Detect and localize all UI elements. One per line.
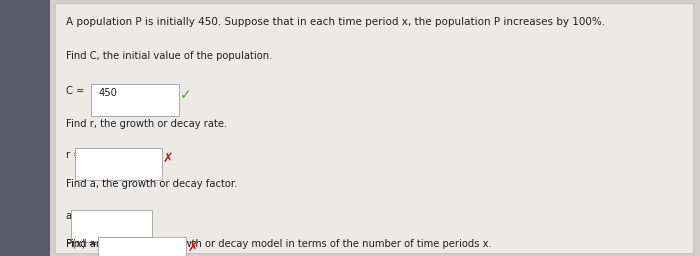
Text: r =: r = — [66, 150, 82, 160]
Text: 450: 450 — [99, 88, 118, 98]
Text: A population P is initially 450. Suppose that in each time period x, the populat: A population P is initially 450. Suppose… — [66, 17, 606, 27]
FancyBboxPatch shape — [55, 3, 693, 253]
Text: Find C, the initial value of the population.: Find C, the initial value of the populat… — [66, 51, 273, 61]
FancyBboxPatch shape — [75, 148, 162, 180]
Text: ✗: ✗ — [188, 241, 198, 254]
Text: Find an exponential growth or decay model in terms of the number of time periods: Find an exponential growth or decay mode… — [66, 239, 492, 249]
Text: Find r, the growth or decay rate.: Find r, the growth or decay rate. — [66, 119, 228, 129]
FancyBboxPatch shape — [0, 0, 50, 256]
Text: P(x) =: P(x) = — [66, 238, 97, 248]
Text: C =: C = — [66, 86, 88, 96]
FancyBboxPatch shape — [98, 237, 186, 256]
Text: Find a, the growth or decay factor.: Find a, the growth or decay factor. — [66, 179, 238, 189]
Text: a =: a = — [66, 211, 84, 221]
Text: ✗: ✗ — [162, 152, 173, 165]
Text: ✓: ✓ — [180, 88, 192, 102]
FancyBboxPatch shape — [71, 210, 152, 242]
FancyBboxPatch shape — [91, 84, 178, 116]
